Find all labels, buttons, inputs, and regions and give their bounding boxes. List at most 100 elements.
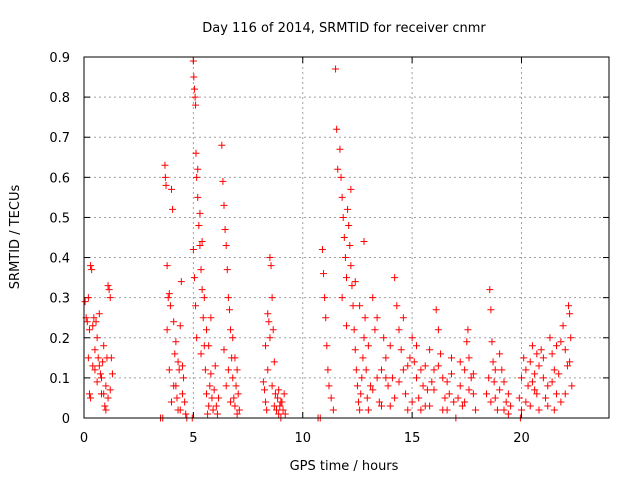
data-point (233, 410, 241, 418)
data-point (404, 362, 412, 370)
data-point (266, 334, 274, 342)
data-point (413, 342, 420, 350)
data-point (87, 394, 95, 402)
data-point (215, 394, 223, 402)
data-point (279, 406, 287, 414)
data-point (548, 378, 556, 386)
data-point (195, 221, 203, 229)
data-point (415, 394, 423, 402)
data-point (104, 394, 112, 402)
data-point (96, 370, 104, 378)
data-point (197, 350, 205, 358)
data-point (193, 173, 201, 181)
data-point (502, 398, 510, 406)
data-point (463, 338, 471, 346)
data-point (378, 402, 385, 410)
data-point (443, 378, 451, 386)
data-point (561, 390, 569, 398)
data-point (263, 406, 271, 414)
data-point (555, 370, 563, 378)
data-point (421, 402, 429, 410)
data-point (382, 374, 390, 382)
data-point (454, 394, 462, 402)
data-point (163, 262, 171, 270)
data-point (168, 185, 175, 193)
data-point (176, 322, 184, 330)
data-point (268, 294, 276, 302)
data-point (207, 314, 215, 322)
data-point (397, 346, 405, 354)
data-point (350, 326, 358, 334)
data-point (399, 366, 407, 374)
data-point (402, 390, 410, 398)
data-point (434, 326, 442, 334)
data-point (428, 378, 436, 386)
data-point (500, 378, 508, 386)
data-point (434, 362, 442, 370)
x-tick-label: 10 (294, 431, 311, 446)
data-point (382, 354, 390, 362)
data-point (259, 378, 267, 386)
data-point (337, 173, 345, 181)
data-point (464, 326, 472, 334)
data-point (544, 402, 552, 410)
data-point (360, 238, 368, 246)
data-point (329, 406, 337, 414)
data-point (165, 290, 173, 298)
data-point (553, 342, 560, 350)
data-point (531, 386, 539, 394)
data-point (500, 406, 508, 414)
data-point (557, 338, 565, 346)
data-point (170, 382, 178, 390)
data-point (211, 362, 219, 370)
data-point (180, 374, 188, 382)
data-point (221, 225, 229, 233)
data-point (384, 382, 392, 390)
data-point (469, 390, 477, 398)
data-point (339, 213, 347, 221)
data-point (105, 286, 113, 294)
data-point (322, 314, 330, 322)
data-point (176, 406, 184, 414)
data-point (528, 342, 536, 350)
data-point (507, 402, 515, 410)
data-point (270, 402, 278, 410)
data-point (318, 246, 326, 254)
data-point (456, 358, 464, 366)
data-point (224, 366, 232, 374)
data-point (524, 382, 532, 390)
data-point (201, 366, 209, 374)
y-tick-label: 0.4 (49, 252, 70, 267)
data-point (84, 294, 92, 302)
data-point (388, 374, 396, 382)
data-point (203, 326, 210, 334)
data-point (235, 406, 243, 414)
data-point (98, 390, 105, 398)
data-point (194, 165, 202, 173)
data-point (168, 398, 175, 406)
data-point (334, 165, 342, 173)
data-point (544, 382, 552, 390)
data-point (81, 298, 89, 306)
data-point (223, 266, 231, 274)
data-point (352, 366, 360, 374)
data-point (88, 266, 96, 274)
data-point (161, 161, 169, 169)
data-point (441, 394, 449, 402)
data-point (260, 386, 268, 394)
data-point (268, 382, 276, 390)
data-point (363, 394, 371, 402)
data-point (222, 382, 230, 390)
data-point (356, 302, 364, 310)
data-point (404, 406, 412, 414)
data-point (450, 398, 458, 406)
data-point (361, 314, 369, 322)
data-point (341, 254, 349, 262)
data-point (472, 406, 480, 414)
data-point (204, 410, 212, 418)
data-point (231, 402, 239, 410)
data-point (410, 358, 418, 366)
tick-labels: 0 0.1 0.2 0.3 0.4 0.5 0.6 0.7 0.8 0.9 0 5 10 15 20 (49, 51, 529, 446)
y-tick-label: 0.2 (49, 332, 70, 347)
